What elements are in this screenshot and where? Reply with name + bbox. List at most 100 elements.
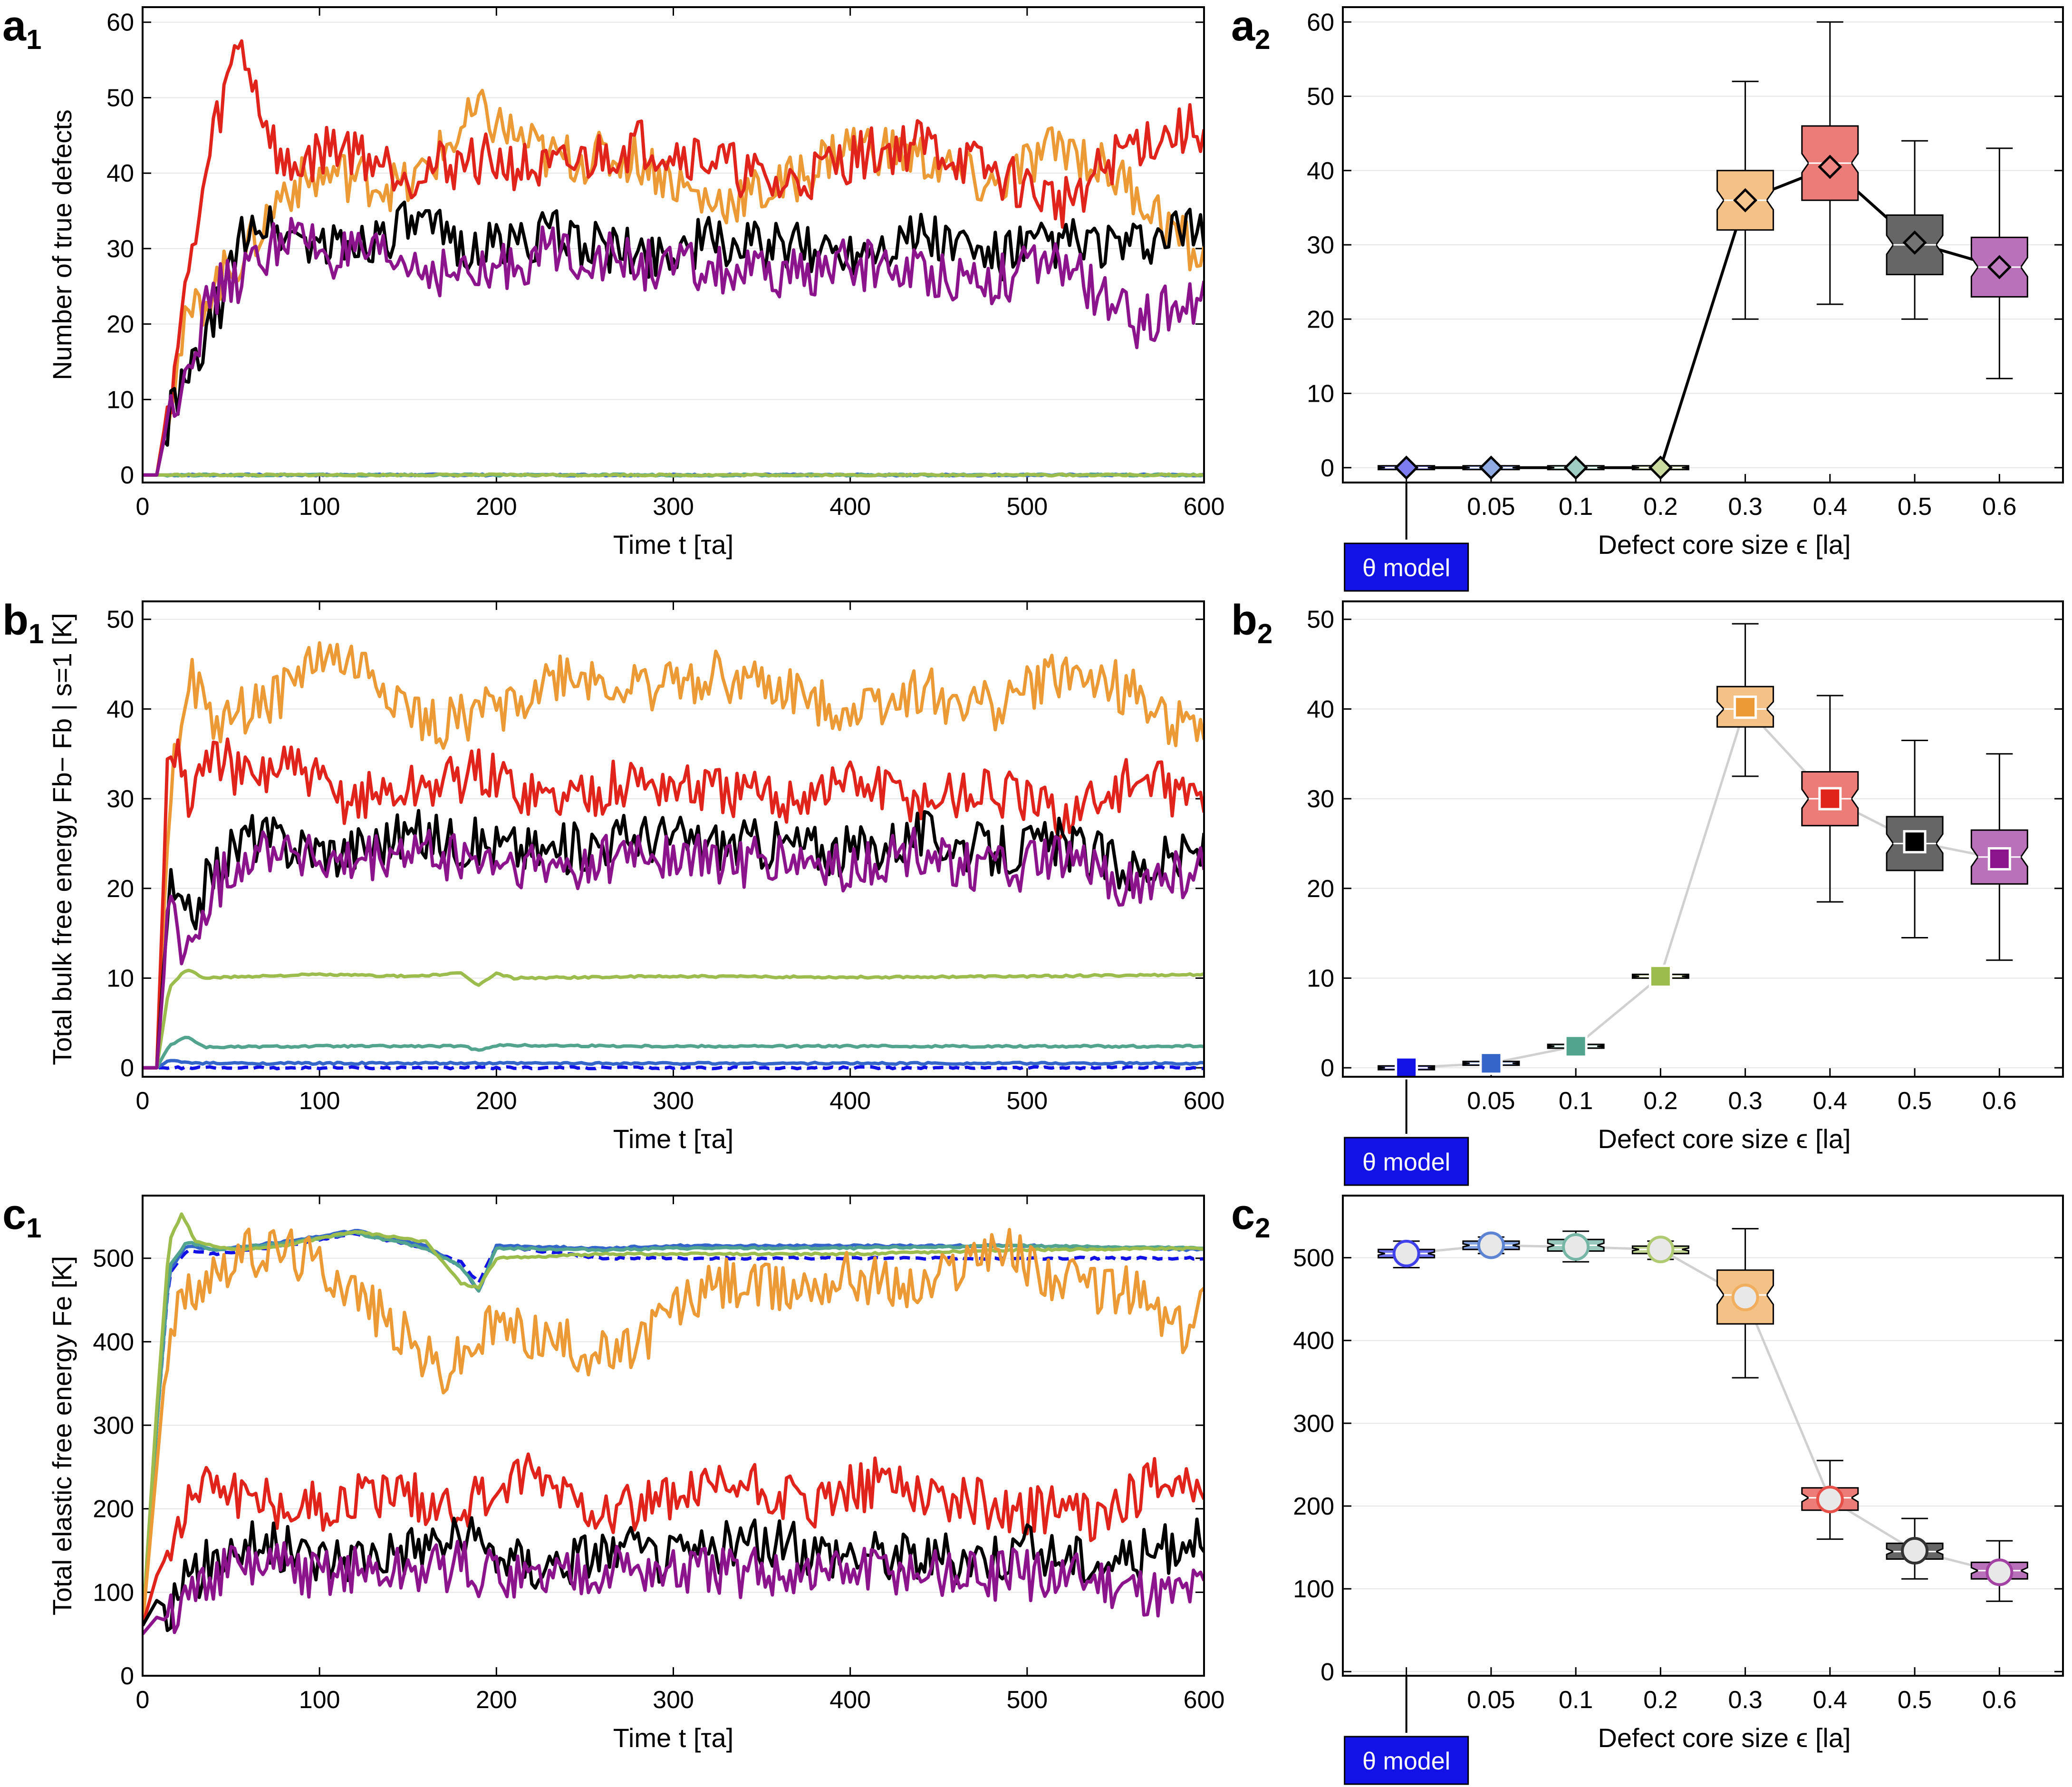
x-tick-label: 600 xyxy=(1184,1087,1225,1115)
mean-marker xyxy=(1987,255,2012,280)
theta-model-label: θ model xyxy=(1362,554,1450,582)
category-label: 0.6 xyxy=(1982,1087,2016,1115)
mean-marker xyxy=(1564,1034,1588,1058)
box-0-4 xyxy=(1801,695,1859,903)
y-tick-label: 0 xyxy=(1320,454,1334,482)
y-tick-label: 100 xyxy=(1293,1575,1334,1603)
x-tick-label: 500 xyxy=(1006,1686,1048,1714)
y-tick-label: 30 xyxy=(1307,785,1334,813)
series-line---0-4 xyxy=(143,39,1204,477)
theta-model-label: θ model xyxy=(1362,1149,1450,1176)
category-label: 0.2 xyxy=(1643,493,1677,521)
mean-marker xyxy=(1395,1056,1418,1080)
y-tick-label: 400 xyxy=(1293,1327,1334,1355)
series-line---0-6 xyxy=(143,1540,1204,1635)
x-tick-label: 300 xyxy=(653,493,694,521)
y-tick-label: 10 xyxy=(106,965,134,992)
x-tick-label: 600 xyxy=(1184,493,1225,521)
category-label: 0.2 xyxy=(1643,1087,1677,1115)
series-line---0-6 xyxy=(143,217,1204,477)
category-label: 0.5 xyxy=(1898,493,1932,521)
series-line---0-05 xyxy=(143,1059,1204,1070)
box-0-2 xyxy=(1631,1236,1689,1264)
plot-frame xyxy=(1342,600,2064,1078)
mean-marker xyxy=(1902,230,1927,255)
box-0-05 xyxy=(1462,1231,1520,1259)
x-tick-label: 500 xyxy=(1006,493,1048,521)
box-0-3 xyxy=(1716,1228,1774,1379)
y-tick-label: 0 xyxy=(1320,1658,1334,1686)
panel-letter: c xyxy=(1231,1191,1255,1238)
x-tick-label: 100 xyxy=(299,1686,340,1714)
x-tick-label: 0 xyxy=(136,1686,150,1714)
y-tick-label: 500 xyxy=(1293,1245,1334,1272)
x-tick-label: 100 xyxy=(299,1087,340,1115)
x-tick-label: 0 xyxy=(136,493,150,521)
panel-label: b2 xyxy=(1231,597,1272,649)
y-tick-label: 40 xyxy=(1307,695,1334,723)
category-label: 0.3 xyxy=(1728,493,1762,521)
theta-model-badge xyxy=(1344,1736,1469,1785)
category-label: 0.6 xyxy=(1982,493,2016,521)
y-tick-label: 10 xyxy=(106,386,134,414)
y-tick-label: 20 xyxy=(106,875,134,903)
panel-letter: b xyxy=(1231,597,1257,644)
series-line---0-2 xyxy=(143,1212,1204,1626)
plot-frame xyxy=(142,6,1205,483)
box-0-5 xyxy=(1886,140,1944,320)
mean-marker xyxy=(1987,847,2011,871)
series-line---0-3 xyxy=(143,641,1204,1070)
plot-frame xyxy=(1342,1195,2064,1677)
series-line---model xyxy=(143,1065,1204,1071)
category-label: 0.5 xyxy=(1898,1087,1932,1115)
y-tick-label: 500 xyxy=(93,1245,134,1273)
category-label: 0.1 xyxy=(1559,493,1593,521)
category-label: 0.4 xyxy=(1813,1087,1847,1115)
x-axis-label: Defect core size ϵ [la] xyxy=(1598,1723,1850,1753)
x-axis-label: Defect core size ϵ [la] xyxy=(1598,1124,1850,1154)
x-axis-label: Time t [τa] xyxy=(613,1124,733,1154)
panel-letter: a xyxy=(2,2,27,50)
box-0-1 xyxy=(1547,1230,1605,1263)
panel-label: a2 xyxy=(1231,2,1270,55)
mean-marker xyxy=(1903,830,1927,854)
panel-letter: c xyxy=(2,1191,26,1238)
x-tick-label: 200 xyxy=(476,1686,517,1714)
panel-b2: 0 10 20 30 40 50 θ model 0.05 0.1 0.2 0.3 0.4 0.5 0.6… xyxy=(1231,597,2064,1186)
plot-frame xyxy=(142,600,1205,1078)
box-0-1 xyxy=(1547,455,1605,480)
y-tick-label: 100 xyxy=(93,1579,134,1606)
y-tick-label: 400 xyxy=(93,1328,134,1356)
y-tick-label: 0 xyxy=(120,462,134,489)
box---model xyxy=(1378,1056,1436,1080)
y-tick-label: 20 xyxy=(106,311,134,338)
mean-marker xyxy=(1731,1284,1759,1312)
category-label: 0.3 xyxy=(1728,1087,1762,1115)
series-line---0-2 xyxy=(143,968,1204,1070)
y-axis-label: Total elastic free energy Fe [K] xyxy=(47,1256,77,1615)
y-tick-label: 40 xyxy=(1307,157,1334,185)
box-0-4 xyxy=(1801,1459,1859,1540)
y-tick-label: 20 xyxy=(1307,875,1334,903)
series-line---0-6 xyxy=(143,826,1204,1070)
category-label: 0.4 xyxy=(1813,493,1847,521)
box-0-1 xyxy=(1547,1034,1605,1058)
category-label: 0.1 xyxy=(1559,1686,1593,1714)
box-0-2 xyxy=(1631,965,1689,988)
panel-label: c1 xyxy=(2,1191,41,1244)
category-label: 0.3 xyxy=(1728,1686,1762,1714)
x-tick-label: 300 xyxy=(653,1686,694,1714)
category-label: 0.4 xyxy=(1813,1686,1847,1714)
y-tick-label: 30 xyxy=(106,785,134,813)
y-tick-label: 0 xyxy=(120,1054,134,1082)
theta-model-badge xyxy=(1344,1137,1469,1186)
y-tick-label: 300 xyxy=(93,1412,134,1439)
series-line---0-5 xyxy=(143,200,1204,477)
box-0-2 xyxy=(1631,455,1689,480)
box-0-3 xyxy=(1716,80,1774,320)
box---model xyxy=(1378,455,1436,480)
mean-marker xyxy=(1734,695,1757,719)
y-tick-label: 40 xyxy=(106,695,134,723)
